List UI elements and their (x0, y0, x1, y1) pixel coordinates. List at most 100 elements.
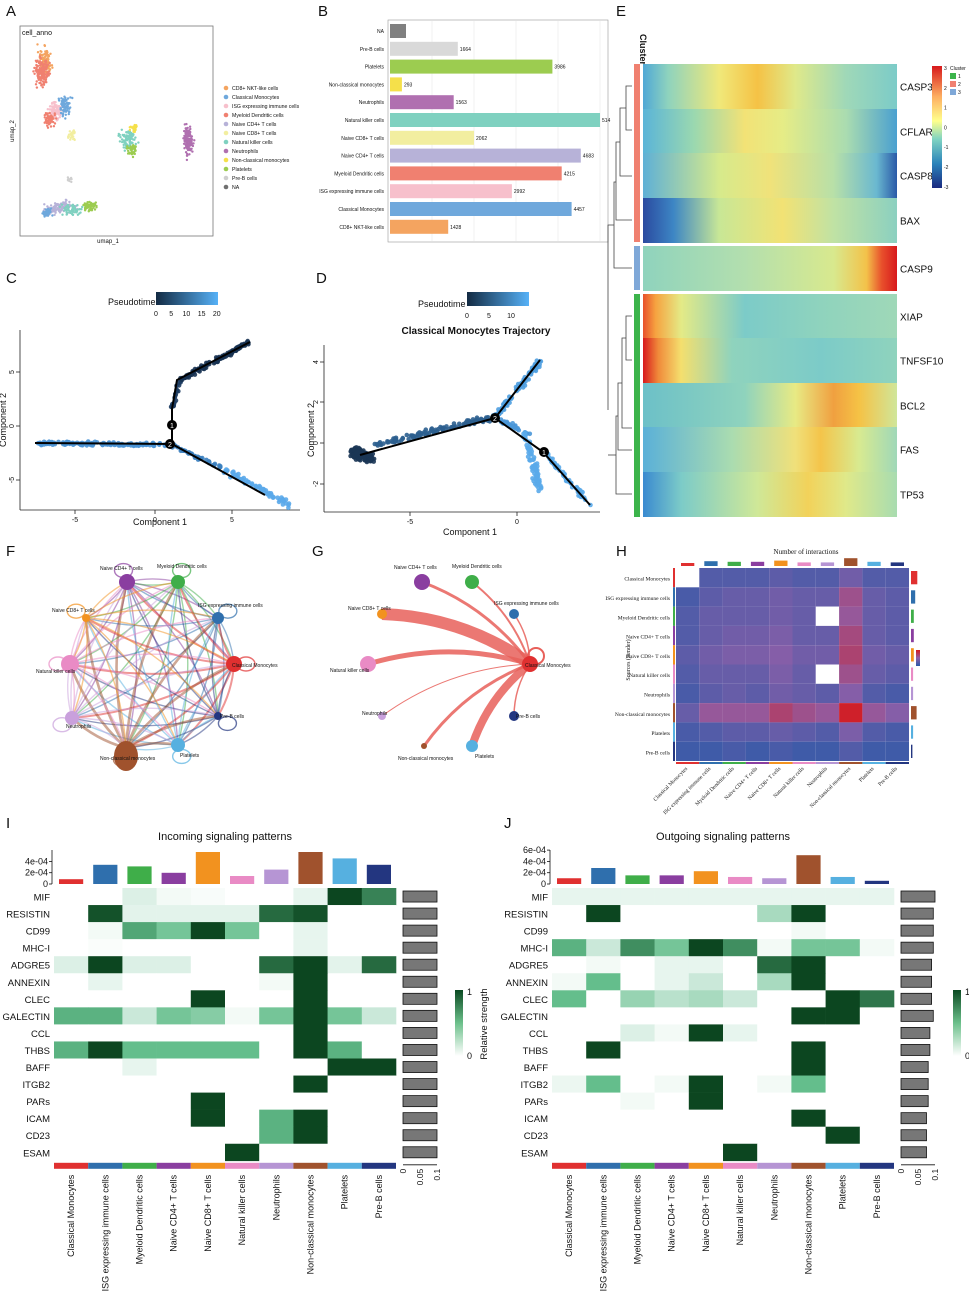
signal-cell (688, 1024, 724, 1042)
interaction-cell (722, 568, 746, 588)
network-node (212, 612, 224, 624)
umap-point (67, 110, 71, 114)
umap-point (54, 101, 57, 104)
signal-cell (361, 1109, 397, 1127)
signal-cell (791, 905, 826, 923)
signal-cell (723, 1092, 758, 1110)
panel-letter-a: A (6, 3, 16, 20)
interaction-cell (699, 625, 723, 646)
column-color-strip (293, 1162, 328, 1169)
cell-point (263, 488, 269, 493)
umap-point (184, 130, 187, 134)
signal-cell (156, 1143, 192, 1162)
signal-cell (654, 1092, 690, 1110)
cell-point (192, 372, 198, 377)
interaction-cell (745, 587, 770, 607)
c-xlabel: Component 1 (133, 517, 187, 527)
pathway-label: THBS (25, 1046, 50, 1057)
cluster-bar (634, 246, 640, 290)
relative-strength-bar (455, 990, 463, 1056)
umap-point (70, 208, 74, 211)
signal-cell (586, 1024, 621, 1042)
gene-heatmap-row (643, 427, 897, 472)
pathway-label: ADGRE5 (11, 961, 50, 972)
signal-cell (723, 956, 758, 974)
bar-category: Naive CD4+ T cells (341, 154, 384, 160)
legend-swatch (223, 175, 229, 181)
row-sum-bar (911, 744, 913, 758)
pathway-label: ICAM (524, 1114, 548, 1125)
interaction-cell (699, 664, 723, 684)
umap-point (130, 151, 133, 155)
interaction-cell (885, 645, 909, 665)
umap-point (188, 144, 192, 147)
umap-point (35, 60, 38, 64)
h-row-label: Neutrophils (644, 692, 670, 698)
signal-cell (122, 1075, 157, 1093)
signal-cell (791, 922, 826, 940)
umap-point (43, 203, 46, 206)
umap-point (48, 61, 51, 65)
umap-point (45, 214, 48, 217)
interaction-edge (69, 663, 235, 675)
signal-cell (327, 1024, 363, 1042)
signal-cell (654, 1126, 690, 1145)
signal-cell (859, 1109, 895, 1127)
column-sum-bar (332, 858, 357, 884)
umap-point (52, 125, 56, 128)
column-color-strip (825, 1162, 860, 1169)
signal-cell (859, 939, 895, 957)
umap-point (93, 208, 97, 211)
signal-cell (190, 990, 226, 1008)
pathway-label: BAFF (26, 1063, 50, 1074)
signal-cell (259, 1007, 294, 1025)
column-sum-bar (704, 561, 718, 566)
gene-heatmap-row (643, 294, 897, 339)
colorbar-tick: 5 (169, 311, 173, 318)
legend-tick: 0 (467, 1051, 472, 1061)
network-node-label: Platelets (475, 754, 495, 760)
row-sum-bar (402, 1146, 438, 1159)
umap-point (64, 96, 67, 100)
signal-cell (259, 956, 294, 974)
pathway-label: CLEC (523, 995, 548, 1006)
umap-point (134, 136, 137, 139)
colorbar-tick: 20 (213, 311, 221, 318)
signal-cell (859, 1024, 895, 1042)
umap-point (76, 204, 79, 207)
signal-cell (688, 1007, 724, 1025)
signal-cell (190, 973, 226, 991)
signal-cell (88, 956, 123, 974)
cell-type-label: Naive CD8+ T cells (203, 1174, 213, 1251)
d-xlabel: Component 1 (443, 527, 497, 537)
interaction-cell (815, 722, 840, 742)
signal-cell (654, 1109, 690, 1127)
signal-cell (859, 1041, 895, 1059)
row-sum-bar (402, 1095, 438, 1108)
h-col-label: ISG expressing immune cells (662, 766, 712, 816)
umap-point (54, 208, 57, 211)
umap-point (71, 135, 75, 139)
interaction-cell (792, 645, 816, 665)
signal-cell (791, 1143, 826, 1162)
signal-cell (825, 1126, 861, 1145)
signal-cell (723, 1109, 758, 1127)
cell-type-label: Natural killer cells (735, 1174, 745, 1245)
signal-cell (791, 939, 826, 957)
cluster-legend-label: 1 (958, 74, 961, 80)
signal-cell (88, 973, 123, 991)
pathway-label: ANNEXIN (8, 978, 50, 989)
umap-point (49, 105, 52, 108)
gene-label: BAX (900, 217, 920, 228)
cell-point (510, 421, 515, 426)
gene-label: CASP9 (900, 265, 933, 276)
umap-point (46, 71, 50, 75)
scale-tick: -3 (944, 185, 949, 191)
column-sum-bar (161, 872, 186, 884)
umap-point (46, 208, 49, 211)
umap-point (68, 102, 71, 105)
umap-point (53, 112, 56, 115)
right-axis-tick: 0 (896, 1169, 906, 1174)
interaction-edge (124, 581, 180, 749)
umap-point (66, 211, 69, 214)
